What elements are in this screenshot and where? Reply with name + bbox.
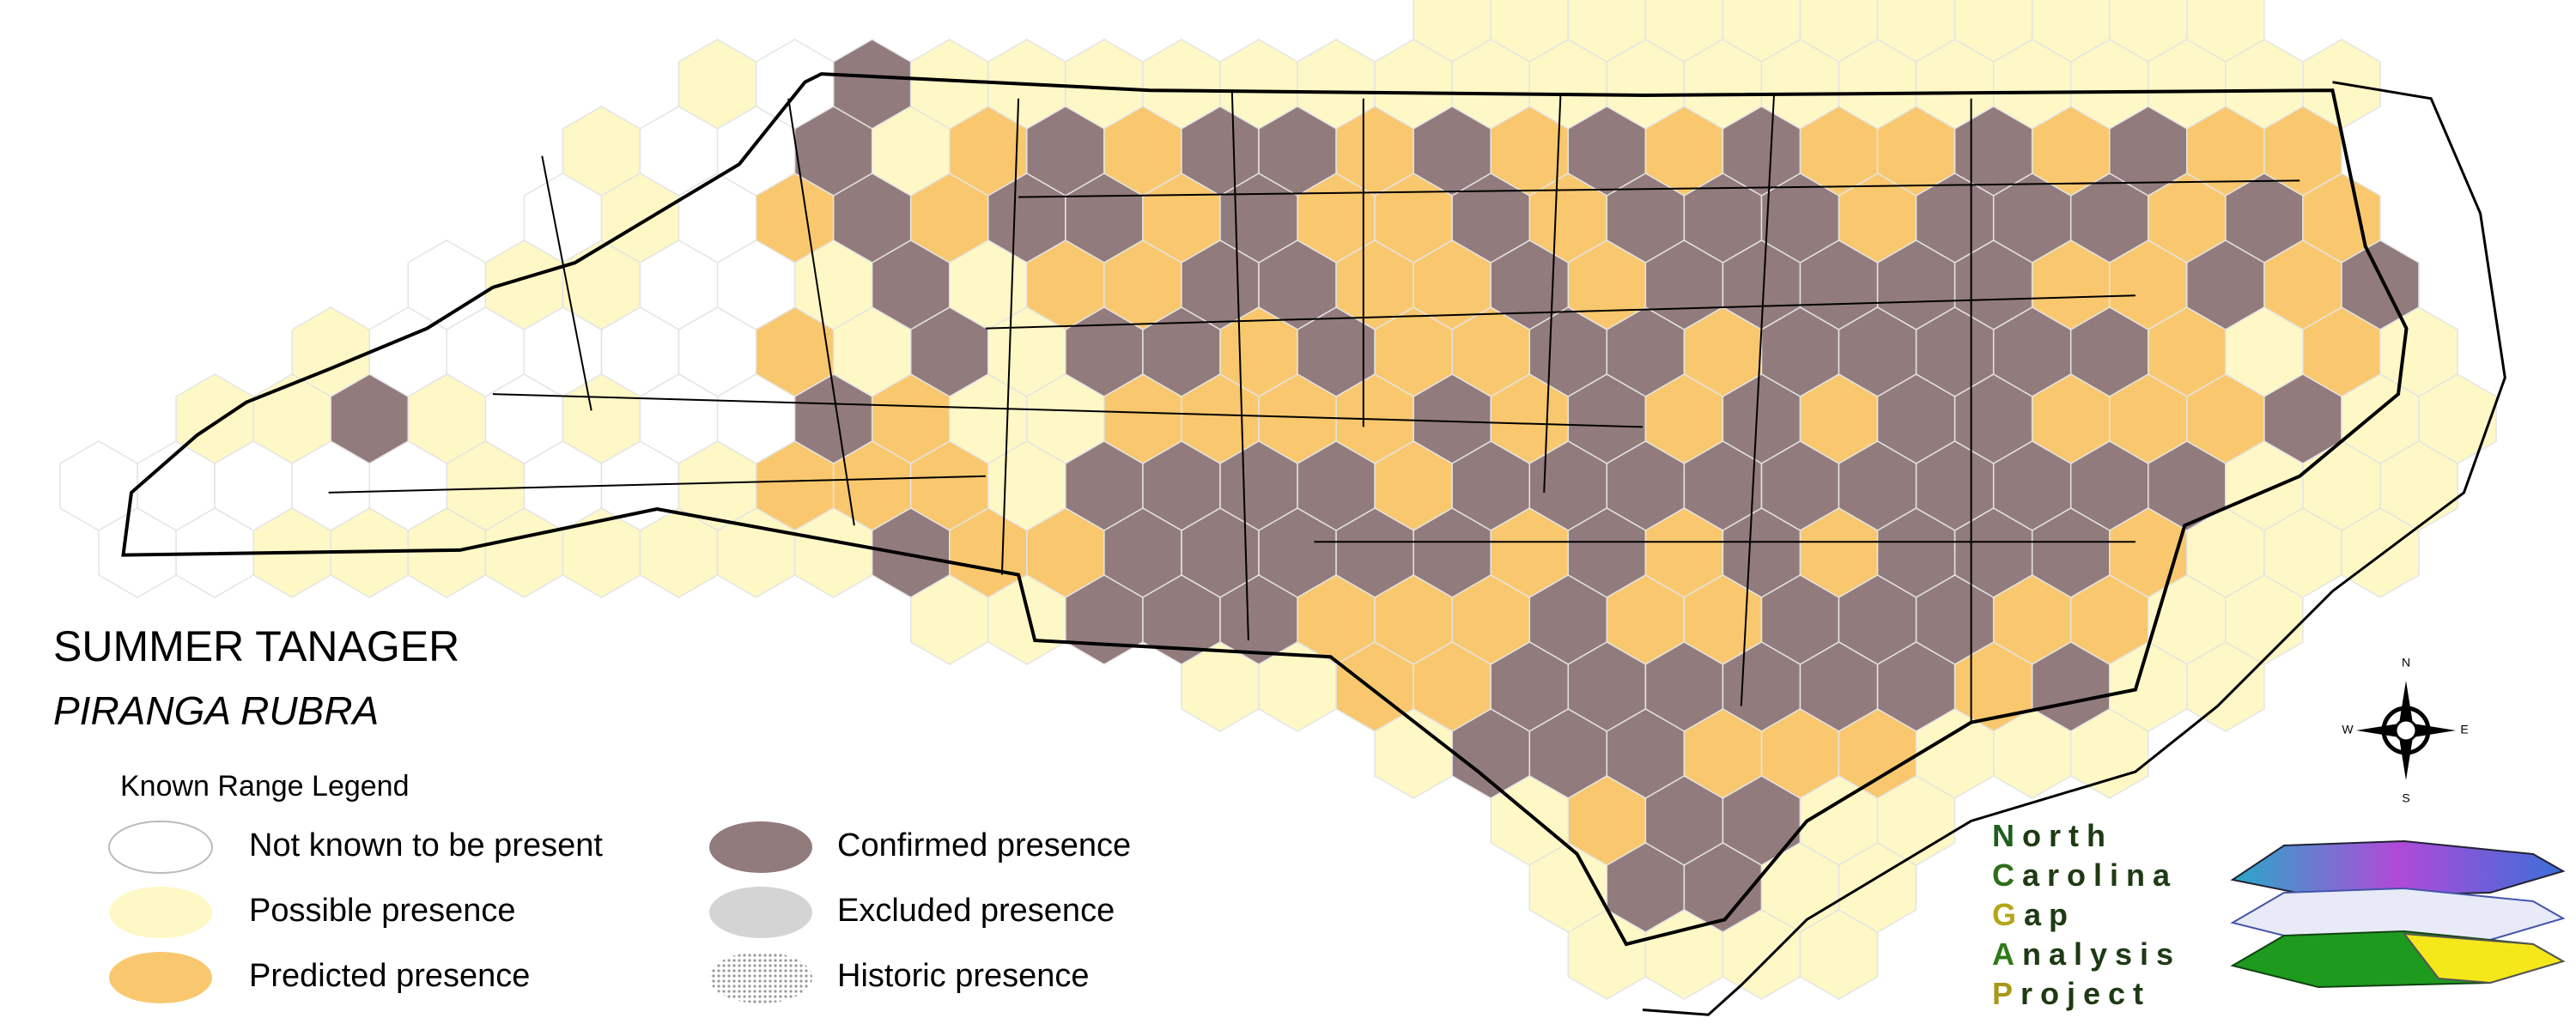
county-line [1543, 94, 1562, 493]
compass-e: E [2460, 723, 2468, 736]
legend-swatch [709, 821, 812, 873]
logo-line: Carolina [1992, 857, 2178, 893]
logo-line: Gap [1992, 897, 2075, 932]
county-line [328, 475, 986, 494]
county-line [787, 98, 855, 526]
county-line [1018, 179, 2300, 198]
legend-title: Known Range Legend [120, 770, 410, 803]
hex-cell [1799, 909, 1879, 1000]
compass-w: W [2342, 723, 2354, 736]
compass-n: N [2402, 656, 2410, 670]
logo-maps [2230, 839, 2566, 989]
county-lines [328, 90, 2300, 723]
legend-swatch [709, 952, 812, 1003]
hex-grid [59, 0, 2497, 1000]
logo-line: North [1992, 818, 2113, 853]
legend-label: Excluded presence [837, 893, 1115, 929]
compass-center [2394, 718, 2418, 742]
compass: N S E W [2342, 656, 2468, 805]
logo-line: Analysis [1992, 936, 2181, 972]
county-line [1230, 90, 1249, 641]
legend-label: Confirmed presence [837, 827, 1131, 863]
legend-swatch [108, 821, 213, 874]
county-line [541, 155, 592, 411]
hex-cell [2069, 708, 2149, 799]
legend-swatch [709, 887, 812, 938]
legend-label: Possible presence [249, 893, 516, 929]
county-line [1000, 98, 1020, 575]
gap-logo: North Carolina Gap Analysis Project [1992, 818, 2181, 1011]
offshore-boundary [1642, 81, 2506, 1016]
map-title: SUMMER TANAGER [53, 622, 459, 670]
legend-label: Not known to be present [249, 827, 603, 863]
map-subtitle: PIRANGA RUBRA [53, 688, 379, 733]
compass-s: S [2402, 791, 2409, 805]
legend-label: Historic presence [837, 958, 1090, 994]
hex-cell [2186, 641, 2265, 732]
state-outline [121, 72, 2409, 947]
county-line [985, 294, 2136, 330]
legend-swatch [109, 952, 212, 1003]
legend: Not known to be present Possible presence… [108, 821, 1131, 1003]
legend-label: Predicted presence [249, 958, 530, 994]
county-line [492, 393, 1643, 428]
logo-line: Project [1992, 976, 2151, 1011]
hex-cell [2341, 507, 2420, 598]
legend-swatch [109, 887, 212, 938]
county-line [1740, 94, 1775, 706]
